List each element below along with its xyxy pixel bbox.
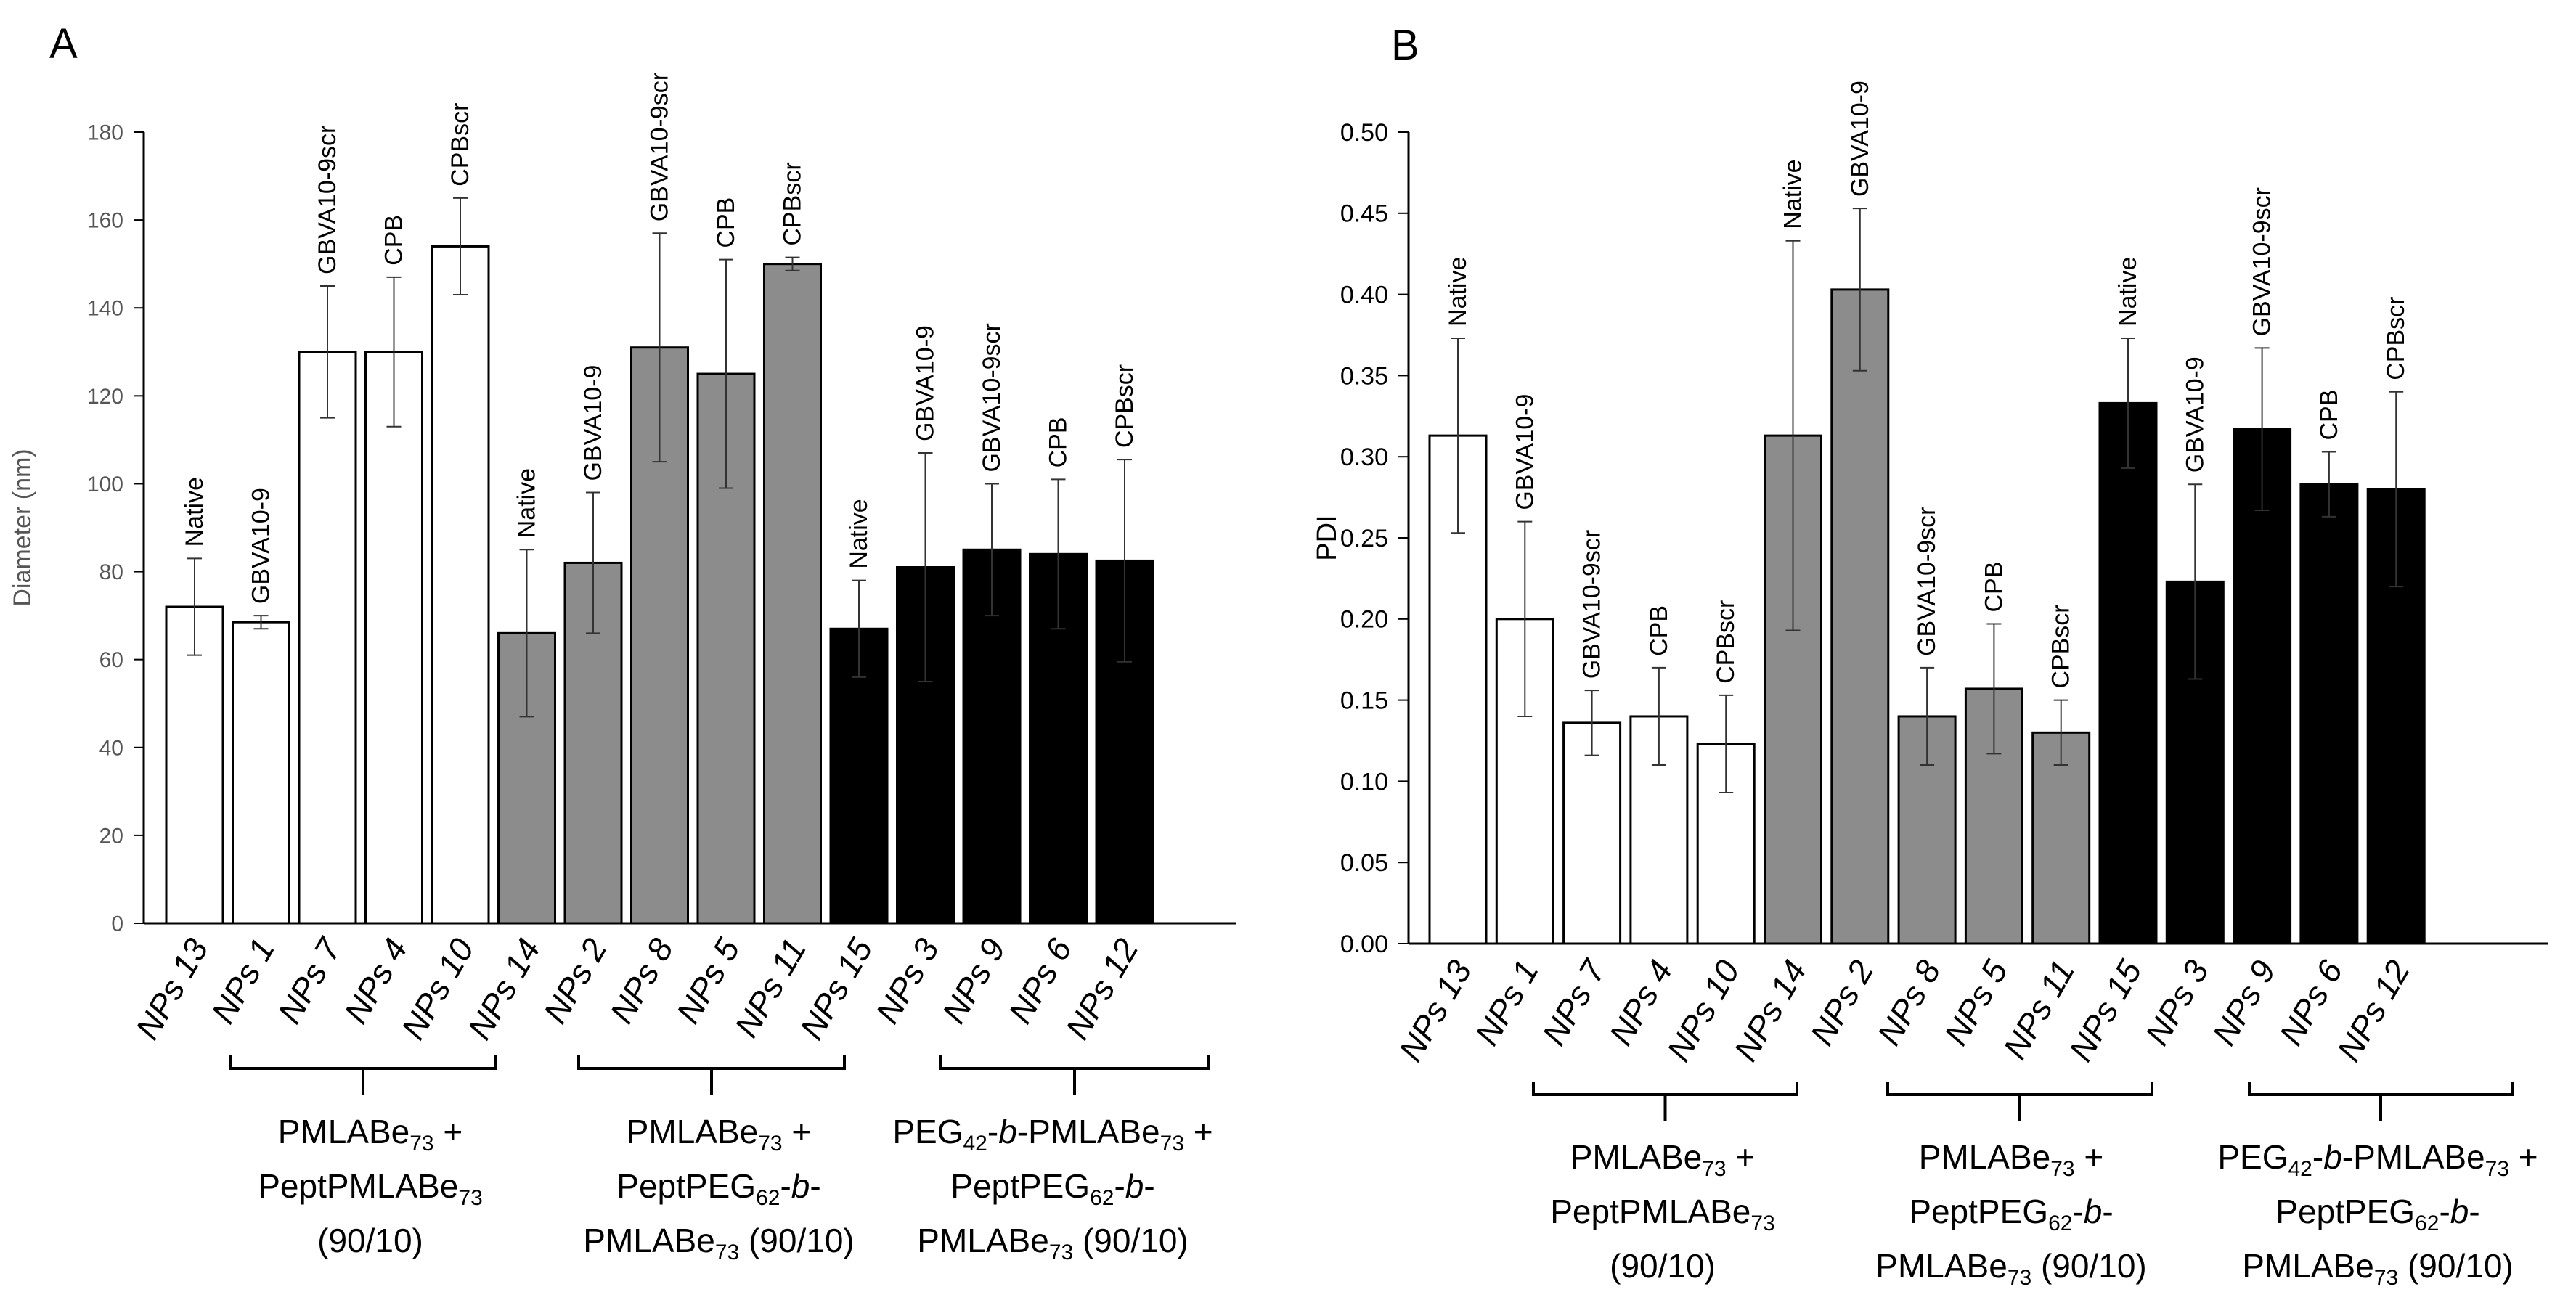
- bar-annotation: GBVA10-9: [1846, 81, 1874, 197]
- bar: [364, 351, 423, 925]
- panel-label: B: [1391, 22, 1419, 69]
- bar-annotation: CPBscr: [2047, 605, 2075, 688]
- bar-annotation: Native: [1444, 257, 1472, 327]
- bar-annotation: GBVA10-9scr: [2249, 187, 2276, 336]
- y-tick-label: 0.10: [1340, 768, 1388, 796]
- y-tick-label: 40: [99, 736, 123, 760]
- x-tick-label: NPs 8: [602, 932, 680, 1030]
- group-bracket: [2248, 1082, 2514, 1121]
- y-tick-label: 0.35: [1340, 362, 1388, 390]
- bar-annotation: GBVA10-9: [912, 325, 939, 441]
- bar-annotation: CPBscr: [1712, 600, 1740, 684]
- x-tick-label: NPs 3: [2137, 954, 2216, 1052]
- bar-annotation: Native: [2114, 257, 2142, 327]
- y-tick-label: 140: [87, 297, 123, 321]
- group-bracket: [577, 1055, 846, 1095]
- bar-annotation: CPB: [1045, 417, 1072, 467]
- bar-annotation: CPBscr: [447, 103, 474, 187]
- bar: [2098, 401, 2158, 945]
- x-tick-label: NPs 13: [1391, 954, 1479, 1068]
- group-bracket: [229, 1055, 497, 1095]
- y-tick-label: 180: [87, 121, 123, 145]
- group-label-b-3: PEG42-b-PMLABe73 + PeptPEG62-b- PMLABe73…: [2217, 1138, 2538, 1291]
- x-tick-label: NPs 13: [128, 932, 216, 1046]
- bar-annotation: Native: [845, 499, 873, 568]
- y-tick-label: 0.00: [1340, 931, 1388, 958]
- y-tick-label: 0.30: [1340, 443, 1388, 471]
- bar-annotation: GBVA10-9scr: [314, 126, 341, 274]
- group-label-a-3: PEG42-b-PMLABe73 + PeptPEG62-b- PMLABe73…: [892, 1113, 1213, 1265]
- bar-annotation: CPBscr: [779, 162, 807, 245]
- bar-annotation: Native: [181, 477, 208, 547]
- group-bracket: [939, 1055, 1210, 1095]
- bar-annotation: CPB: [2315, 390, 2343, 441]
- x-tick-label: NPs 7: [1535, 953, 1613, 1052]
- panel-label: A: [49, 20, 78, 68]
- x-tick-label: NPs 1: [1467, 954, 1546, 1051]
- x-tick-label: NPs 3: [868, 932, 946, 1030]
- bar-annotation: GBVA10-9scr: [646, 73, 674, 221]
- group-bracket: [1886, 1082, 2153, 1121]
- y-tick-label: 0.25: [1340, 525, 1388, 552]
- bar: [2233, 428, 2292, 945]
- bar: [165, 605, 224, 925]
- bar-annotation: GBVA10-9scr: [978, 323, 1006, 472]
- y-axis-label: Diameter (nm): [9, 449, 36, 606]
- bar-annotation: Native: [513, 468, 541, 538]
- group-label-a-1: PMLABe73 + PeptPMLABe73 (90/10): [258, 1113, 483, 1260]
- group-bracket: [1532, 1082, 1798, 1121]
- y-tick-label: 0.40: [1340, 282, 1388, 309]
- bar: [1830, 288, 1890, 945]
- bar: [497, 631, 556, 925]
- y-tick-label: 0: [111, 912, 123, 936]
- bar-annotation: CPB: [712, 197, 740, 248]
- bar: [763, 263, 822, 925]
- bar-annotation: Native: [1780, 159, 1807, 229]
- x-tick-label: NPs 9: [934, 932, 1013, 1029]
- y-axis-label: PDI: [1312, 515, 1342, 560]
- bar: [829, 627, 889, 925]
- bar-annotation: CPBscr: [2382, 297, 2410, 380]
- bar-annotation: GBVA10-9scr: [1578, 530, 1606, 679]
- x-tick-label: NPs 2: [1803, 954, 1881, 1051]
- bar: [232, 621, 290, 925]
- y-tick-label: 160: [87, 209, 123, 233]
- bar-annotation: CPB: [1980, 562, 2008, 613]
- x-tick-label: NPs 7: [270, 931, 349, 1030]
- bar-annotation: CPB: [380, 215, 408, 266]
- y-tick-label: 0.15: [1340, 687, 1388, 715]
- y-tick-label: 0.20: [1340, 606, 1388, 634]
- bar-annotation: CPBscr: [1111, 364, 1138, 448]
- y-tick-label: 120: [87, 385, 123, 409]
- group-label-b-2: PMLABe73 + PeptPEG62-b- PMLABe73 (90/10): [1875, 1138, 2147, 1291]
- bar: [2299, 483, 2359, 945]
- y-tick-label: 0.50: [1340, 119, 1388, 147]
- group-label-a-2: PMLABe73 + PeptPEG62-b- PMLABe73 (90/10): [583, 1113, 855, 1265]
- bar-annotation: CPB: [1645, 605, 1673, 656]
- y-tick-label: 20: [99, 824, 123, 848]
- panel-b: B PDI 0.00 0.05 0.10 0.15 0.20 0.25 0.30 0.35 0.40…: [1312, 22, 2548, 1121]
- x-tick-label: NPs 8: [1870, 954, 1948, 1052]
- x-tick-label: NPs 9: [2205, 954, 2283, 1051]
- x-tick-label: NPs 1: [203, 932, 282, 1029]
- bar-annotation: GBVA10-9: [1511, 394, 1538, 510]
- y-tick-label: 0.05: [1340, 849, 1388, 877]
- panel-a: A Diameter (nm) 0 20 40 60 80 100 120 140 160 180 Na…: [9, 20, 1236, 1095]
- bar-annotation: GBVA10-9: [2181, 356, 2209, 473]
- bar: [1897, 715, 1957, 945]
- bar: [431, 245, 490, 925]
- y-tick-label: 100: [87, 473, 123, 496]
- bar-annotation: GBVA10-9scr: [1913, 507, 1941, 656]
- y-tick-label: 0.45: [1340, 200, 1388, 228]
- y-tick-label: 80: [99, 560, 123, 584]
- bar: [298, 351, 357, 925]
- bar: [1562, 721, 1622, 945]
- group-label-b-1: PMLABe73 + PeptPMLABe73 (90/10): [1550, 1138, 1775, 1285]
- y-tick-label: 60: [99, 648, 123, 672]
- bar-annotation: GBVA10-9: [248, 488, 275, 604]
- x-tick-label: NPs 2: [536, 932, 614, 1029]
- bar-annotation: GBVA10-9: [579, 365, 607, 481]
